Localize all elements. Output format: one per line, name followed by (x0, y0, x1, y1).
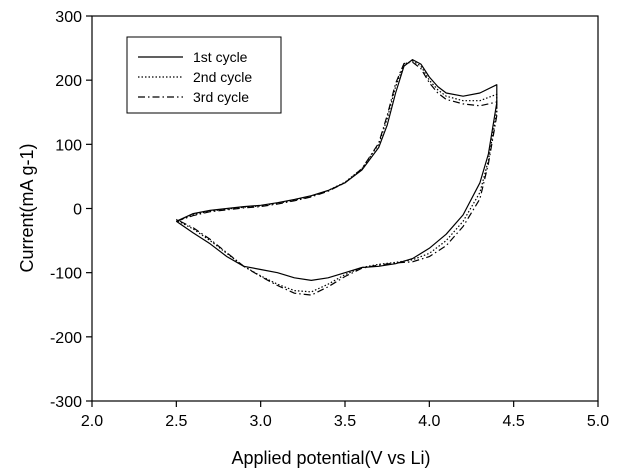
legend-label-2nd-cycle: 2nd cycle (193, 69, 252, 85)
y-tick-label-4: 100 (55, 137, 82, 154)
x-axis-title: Applied potential(V vs Li) (231, 448, 430, 468)
x-tick-label-5: 4.5 (503, 413, 525, 430)
x-tick-label-0: 2.0 (81, 413, 103, 430)
x-tick-label-6: 5.0 (587, 413, 609, 430)
y-tick-label-3: 0 (73, 202, 82, 219)
x-tick-label-2: 3.0 (250, 413, 272, 430)
y-tick-label-0: -300 (50, 394, 82, 411)
y-tick-label-5: 200 (55, 73, 82, 90)
y-axis-title: Current(mA g-1) (17, 143, 37, 272)
y-tick-label-6: 300 (55, 9, 82, 26)
y-tick-label-1: -200 (50, 330, 82, 347)
x-tick-label-3: 3.5 (334, 413, 356, 430)
plot-frame (91, 15, 599, 402)
x-tick-label-1: 2.5 (165, 413, 187, 430)
axis-ticks: 2.0 2.5 3.0 3.5 4.0 4.5 5.0 -300 -200 -100 0 100 200… (50, 9, 609, 430)
series-layer (175, 58, 498, 296)
x-tick-label-4: 4.0 (418, 413, 440, 430)
y-tick-label-2: -100 (50, 266, 82, 283)
legend-label-3rd-cycle: 3rd cycle (193, 89, 249, 105)
legend: 1st cycle 2nd cycle 3rd cycle (126, 36, 282, 114)
legend-label-1st-cycle: 1st cycle (193, 49, 248, 65)
legend-box (126, 36, 282, 114)
series-line-3rd-cycle (176, 61, 498, 296)
series-line-1st-cycle (175, 58, 498, 281)
